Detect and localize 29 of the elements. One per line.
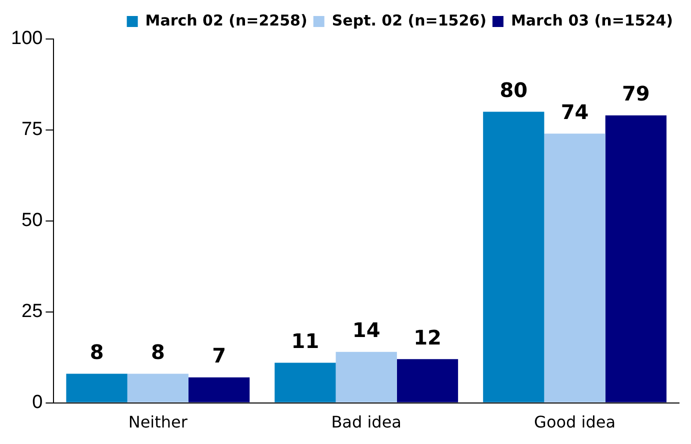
bar [336,352,397,402]
data-label: 74 [560,100,589,124]
data-label: 7 [212,344,226,368]
y-tick-label: 0 [32,392,43,414]
bar [396,359,458,402]
x-tick-label: Bad idea [331,412,402,432]
legend-label: Sept. 02 (n=1526) [332,11,486,30]
y-tick-label: 75 [22,119,43,140]
data-label: 8 [90,340,104,364]
legend-label: March 02 (n=2258) [145,11,308,30]
legend-label: March 03 (n=1524) [510,11,674,30]
data-label: 79 [622,82,650,106]
y-tick-label: 25 [22,301,43,322]
y-tick-label: 100 [11,28,43,50]
data-label: 8 [150,340,165,364]
y-tick-label: 50 [22,210,43,232]
data-label: 11 [291,328,320,353]
data-label: 14 [352,318,380,342]
data-label: 80 [500,78,528,102]
bar [483,112,544,402]
bar [66,374,128,402]
bar [274,362,336,402]
bar [605,115,666,402]
bar [127,374,188,402]
data-label: 12 [414,325,442,350]
x-tick-label: Neither [128,412,188,432]
x-tick-label: Good idea [534,412,616,432]
bar [544,134,606,402]
bar [188,377,250,402]
